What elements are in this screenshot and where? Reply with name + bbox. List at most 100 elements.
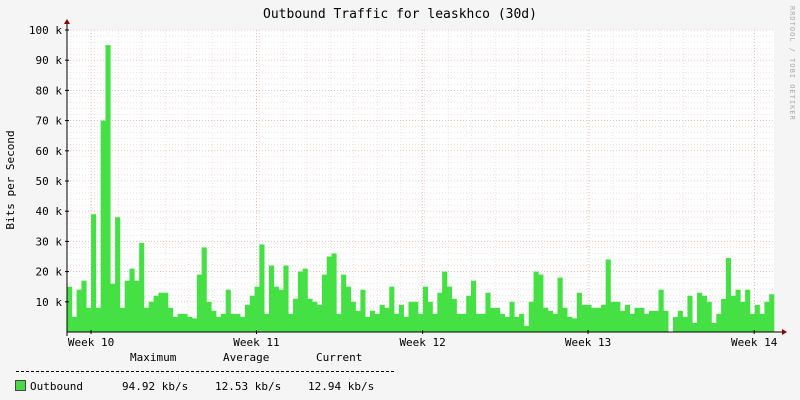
legend-divider [16,371,394,372]
outbound-bar [749,313,756,332]
outbound-bar [697,292,703,332]
legend-header-average: Average [223,351,270,364]
series-outbound [67,45,775,332]
legend-swatch-outbound [15,380,26,391]
outbound-bar [379,304,385,332]
outbound-bar [100,120,106,332]
outbound-bar [490,307,496,332]
outbound-bar [269,265,275,332]
legend-name-outbound: Outbound [30,380,83,393]
outbound-bar [581,304,587,332]
outbound-bar [283,265,289,332]
outbound-bar [148,301,154,332]
outbound-bar [538,274,544,332]
outbound-bar [317,304,323,332]
outbound-bar [259,244,265,332]
outbound-bar [446,286,453,332]
outbound-bar [168,307,174,332]
outbound-bar [523,325,530,332]
outbound-bar [456,313,462,332]
outbound-bar [557,277,563,332]
outbound-bar [244,304,251,332]
outbound-bar [610,301,616,332]
outbound-bar [355,310,361,332]
y-tick-label: 10 k [36,296,63,309]
outbound-bar [687,295,693,332]
x-tick-label: Week 11 [233,336,279,349]
outbound-bar [307,298,313,332]
outbound-bar [634,307,640,332]
outbound-bar [418,313,424,332]
legend-current-outbound: 12.94 kb/s [308,380,375,393]
outbound-bar [543,307,549,332]
chart-title: Outbound Traffic for leaskhco (30d) [263,7,537,22]
outbound-bar [182,313,188,332]
y-tick-label: 20 k [36,266,63,279]
outbound-bar [653,310,659,332]
outbound-bar [119,307,126,332]
outbound-bar [196,274,202,332]
outbound-bar [711,322,717,332]
legend-maximum-outbound: 94.92 kb/s [122,380,189,393]
outbound-bar [192,318,198,332]
legend-average-outbound: 12.53 kb/s [215,380,282,393]
x-tick-label: Week 13 [565,336,611,349]
outbound-bar [620,310,626,332]
outbound-bar [143,307,150,332]
outbound-bar [745,289,751,332]
outbound-bar [427,301,433,332]
outbound-bar [129,268,135,332]
outbound-bar [115,217,121,332]
outbound-bar [677,310,683,332]
outbound-bar [230,313,236,332]
outbound-bar [403,316,409,332]
outbound-bar [615,301,621,332]
outbound-bar [240,316,246,332]
outbound-bar [345,286,352,332]
outbound-bar [220,313,227,332]
y-tick-label: 30 k [36,235,63,248]
outbound-bar [273,286,279,332]
outbound-bar [769,294,775,332]
outbound-bar [81,280,87,332]
outbound-bar [624,304,631,332]
x-tick-labels: Week 10 Week 11 Week 12 Week 13 Week 14 [68,336,778,349]
outbound-bar [600,304,606,332]
outbound-bar [302,268,308,332]
outbound-bar [422,286,429,332]
outbound-bar [663,310,669,332]
outbound-bar [95,307,101,332]
y-tick-label: 100 k [29,24,62,37]
x-axis-arrow [782,329,787,335]
outbound-bar [706,301,712,332]
outbound-bar [86,307,92,332]
axes [64,19,787,336]
outbound-bar [389,286,395,332]
outbound-bar [639,307,645,332]
y-tick-label: 60 k [36,145,63,158]
outbound-bar [721,298,727,332]
outbound-bar [91,214,97,332]
outbound-bar [629,313,635,332]
outbound-bar [716,313,722,332]
outbound-bar [105,45,111,332]
y-tick-label: 80 k [36,84,63,97]
outbound-bar [360,289,366,332]
outbound-bar [249,295,255,332]
outbound-bar [480,313,486,332]
outbound-bar [326,256,332,332]
outbound-bar [528,301,534,332]
outbound-bar [408,301,414,332]
legend-header-maximum: Maximum [130,351,177,364]
outbound-bar [552,313,558,332]
y-axis-arrow [64,19,70,24]
x-tick-label: Week 10 [68,336,114,349]
y-tick-labels: 10 k 20 k 30 k 40 k 50 k 60 k 70 k 80 k 90 k 100 … [29,24,62,309]
outbound-bar [172,316,178,332]
outbound-bar [514,316,520,332]
y-tick-label: 50 k [36,175,63,188]
outbound-bar [278,289,284,332]
outbound-bar [110,283,116,332]
outbound-bar [547,310,554,332]
y-tick-label: 90 k [36,54,63,67]
